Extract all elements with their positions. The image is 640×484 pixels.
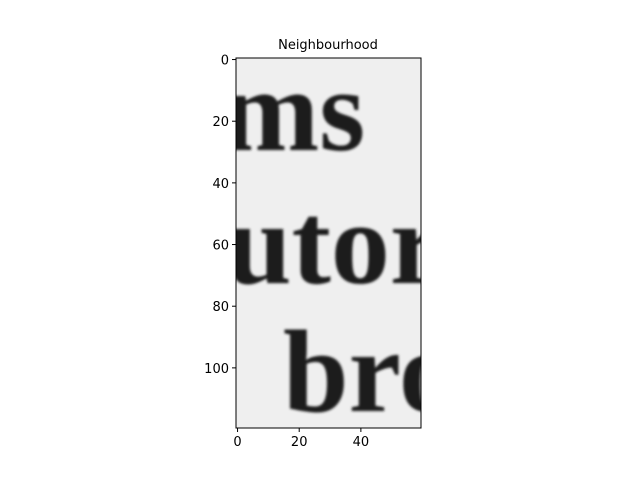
image-text: utor	[226, 178, 442, 309]
image-background	[236, 58, 421, 428]
image-text: bro	[283, 306, 458, 437]
image-text: ms	[221, 45, 365, 176]
y-tick-label: 100	[204, 362, 229, 377]
chart-title: Neighbourhood	[278, 38, 378, 53]
y-tick-label: 60	[212, 239, 229, 254]
x-tick-label: 20	[291, 435, 308, 450]
y-tick-label: 40	[212, 177, 229, 192]
y-tick-label: 80	[212, 300, 229, 315]
axes-frame	[235, 57, 422, 429]
x-tick-label: 0	[233, 435, 241, 450]
y-tick-label: 20	[212, 115, 229, 130]
y-tick-label: 0	[221, 54, 229, 69]
x-tick-label: 40	[353, 435, 370, 450]
